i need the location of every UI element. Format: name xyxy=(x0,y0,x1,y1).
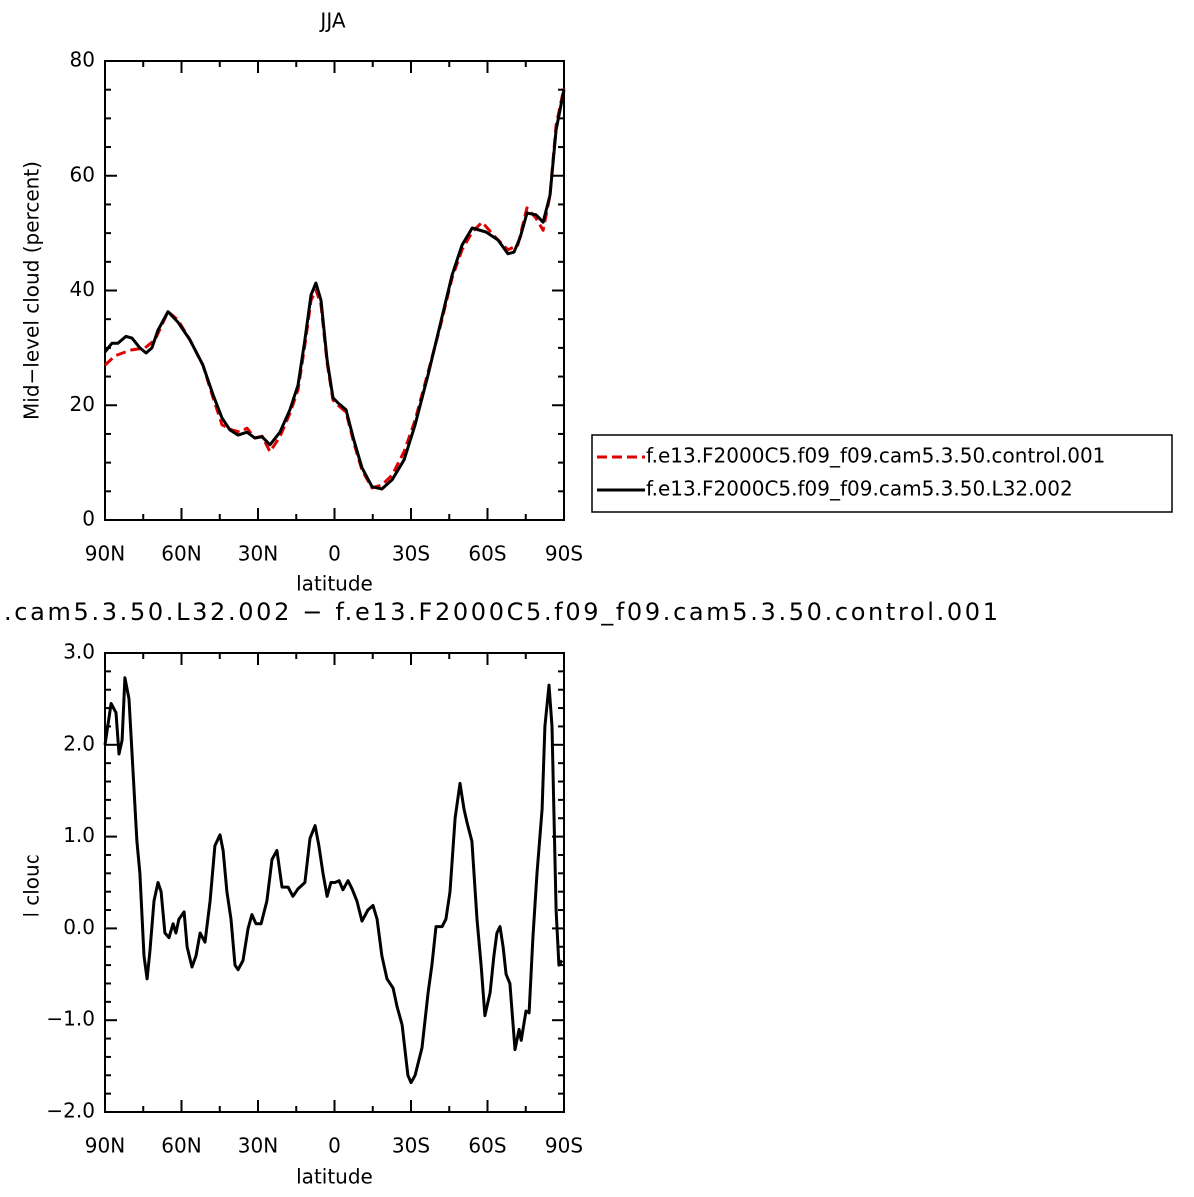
y-axis-label: Mid−level cloud (percent) xyxy=(20,753,44,1012)
x-axis-label: latitude xyxy=(296,1165,373,1189)
data-line xyxy=(103,87,566,490)
chart-title: .cam5.3.50.L32.002 − f.e13.F2000C5.f09_f… xyxy=(4,598,998,626)
data-line xyxy=(103,676,564,1085)
x-tick-label: 30S xyxy=(392,542,430,566)
x-tick-label: 30N xyxy=(238,1134,278,1158)
data-line xyxy=(103,89,566,491)
legend-label: f.e13.F2000C5.f09_f09.cam5.3.50.L32.002 xyxy=(646,477,1073,501)
y-tick-label: 80 xyxy=(70,48,95,72)
legend-box xyxy=(591,434,1173,513)
x-tick-label: 90N xyxy=(85,542,125,566)
x-tick-label: 90N xyxy=(85,1134,125,1158)
y-tick-label: 1.0 xyxy=(63,823,95,847)
x-tick-label: 60S xyxy=(468,542,506,566)
x-tick-label: 60S xyxy=(468,1134,506,1158)
x-tick-label: 90S xyxy=(545,542,583,566)
y-tick-label: 3.0 xyxy=(63,640,95,664)
y-tick-label: −2.0 xyxy=(46,1099,95,1123)
legend-label: f.e13.F2000C5.f09_f09.cam5.3.50.control.… xyxy=(646,444,1105,468)
x-tick-label: 0 xyxy=(328,542,341,566)
y-tick-label: 20 xyxy=(70,392,95,416)
y-axis-label: Mid−level cloud (percent) xyxy=(20,161,44,420)
y-tick-label: 40 xyxy=(70,277,95,301)
x-tick-label: 30S xyxy=(392,1134,430,1158)
y-tick-label: 0 xyxy=(82,507,95,531)
x-tick-label: 90S xyxy=(545,1134,583,1158)
y-tick-label: 0.0 xyxy=(63,915,95,939)
x-tick-label: 0 xyxy=(328,1134,341,1158)
y-tick-label: 2.0 xyxy=(63,731,95,755)
y-tick-label: 60 xyxy=(70,162,95,186)
y-tick-label: −1.0 xyxy=(46,1007,95,1031)
x-tick-label: 60N xyxy=(161,542,201,566)
plot-frame xyxy=(104,60,565,521)
chart-title: JJA xyxy=(318,9,345,33)
x-tick-label: 60N xyxy=(161,1134,201,1158)
x-axis-label: latitude xyxy=(296,572,373,596)
x-tick-label: 30N xyxy=(238,542,278,566)
